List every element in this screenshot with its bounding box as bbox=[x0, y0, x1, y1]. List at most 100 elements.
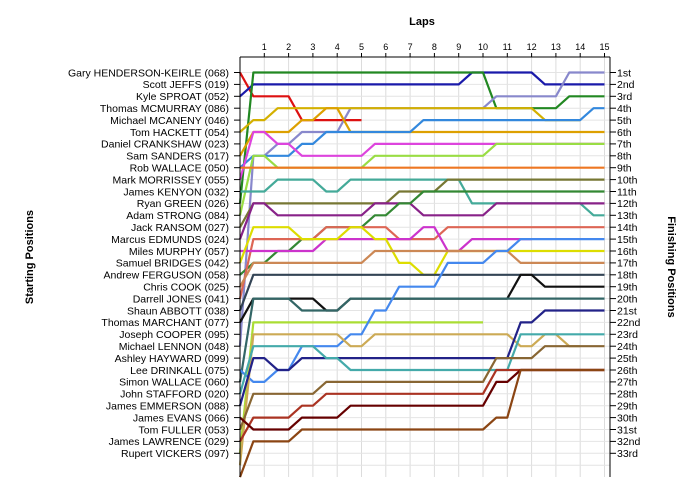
x-tick-label: 13 bbox=[551, 42, 561, 52]
starting-position-label: Darrell JONES (041) bbox=[133, 293, 229, 305]
starting-position-label: Michael MCANENY (046) bbox=[110, 115, 229, 127]
starting-position-label: Scott JEFFS (019) bbox=[143, 79, 229, 91]
starting-position-label: Andrew FERGUSON (058) bbox=[104, 270, 229, 282]
series-line bbox=[238, 368, 605, 478]
x-tick-label: 8 bbox=[432, 42, 437, 52]
series-line bbox=[238, 297, 605, 383]
finishing-position-label: 12th bbox=[617, 198, 638, 210]
starting-position-label: Mark MORRISSEY (055) bbox=[113, 174, 230, 186]
starting-position-label: Rupert VICKERS (097) bbox=[121, 448, 229, 460]
x-tick-label: 10 bbox=[478, 42, 488, 52]
x-tick-label: 3 bbox=[310, 42, 315, 52]
x-axis-title: Laps bbox=[409, 16, 435, 28]
starting-position-label: Michael LENNON (048) bbox=[119, 341, 229, 353]
finishing-position-label: 18th bbox=[617, 270, 638, 282]
series-layer bbox=[238, 71, 605, 478]
finishing-position-label: 8th bbox=[617, 151, 632, 163]
starting-position-label: Joseph COOPER (095) bbox=[119, 329, 229, 341]
finishing-position-label: 30th bbox=[617, 412, 638, 424]
finishing-position-label: 23rd bbox=[617, 329, 638, 341]
starting-position-label: Thomas MCMURRAY (086) bbox=[100, 103, 229, 115]
left-axis-title: Starting Positions bbox=[24, 210, 36, 304]
starting-position-label: Shaun ABBOTT (038) bbox=[127, 305, 229, 317]
starting-position-label: Ashley HAYWARD (099) bbox=[115, 353, 229, 365]
finishing-position-label: 22nd bbox=[617, 317, 641, 329]
starting-position-labels: Gary HENDERSON-KEIRLE (068)Scott JEFFS (… bbox=[68, 67, 240, 460]
starting-position-label: Simon WALLACE (060) bbox=[119, 377, 229, 389]
finishing-position-label: 32nd bbox=[617, 436, 641, 448]
finishing-position-label: 31st bbox=[617, 424, 637, 436]
finishing-position-label: 16th bbox=[617, 246, 638, 258]
series-line bbox=[238, 71, 605, 204]
x-tick-label: 14 bbox=[575, 42, 585, 52]
starting-position-label: Chris COOK (025) bbox=[143, 282, 229, 294]
starting-position-label: Thomas MARCHANT (077) bbox=[101, 317, 229, 329]
right-axis-title: Finishing Positions bbox=[665, 216, 677, 317]
series-line bbox=[238, 321, 483, 454]
starting-position-label: Miles MURPHY (057) bbox=[129, 246, 229, 258]
x-tick-label: 7 bbox=[408, 42, 413, 52]
starting-position-label: James EVANS (066) bbox=[133, 412, 229, 424]
x-tick-label: 6 bbox=[383, 42, 388, 52]
series-line bbox=[238, 333, 605, 395]
x-tick-label: 9 bbox=[456, 42, 461, 52]
finishing-position-label: 33rd bbox=[617, 448, 638, 460]
starting-position-label: Kyle SPROAT (052) bbox=[136, 91, 229, 103]
series-line bbox=[238, 309, 605, 406]
finishing-position-label: 13th bbox=[617, 210, 638, 222]
starting-position-label: Rob WALLACE (050) bbox=[130, 163, 229, 175]
series-line bbox=[239, 107, 605, 169]
finishing-position-label: 4th bbox=[617, 103, 632, 115]
x-tick-label: 2 bbox=[286, 42, 291, 52]
starting-position-label: Marcus EDMUNDS (024) bbox=[111, 234, 229, 246]
series-line bbox=[238, 345, 605, 430]
x-tick-label: 5 bbox=[359, 42, 364, 52]
series-line bbox=[238, 202, 605, 240]
starting-position-label: James KENYON (032) bbox=[123, 186, 229, 198]
finishing-position-label: 20th bbox=[617, 293, 638, 305]
finishing-position-label: 27th bbox=[617, 377, 638, 389]
finishing-position-label: 3rd bbox=[617, 91, 632, 103]
x-tick-label: 1 bbox=[262, 42, 267, 52]
starting-position-label: Gary HENDERSON-KEIRLE (068) bbox=[68, 67, 229, 79]
finishing-position-label: 17th bbox=[617, 258, 638, 270]
finishing-position-label: 2nd bbox=[617, 79, 635, 91]
starting-position-label: John STAFFORD (020) bbox=[120, 389, 229, 401]
starting-position-label: Daniel CRANKSHAW (023) bbox=[101, 139, 229, 151]
starting-position-label: Tom HACKETT (054) bbox=[130, 127, 229, 139]
finishing-position-label: 19th bbox=[617, 282, 638, 294]
starting-position-label: Ryan GREEN (026) bbox=[137, 198, 229, 210]
series-line bbox=[238, 273, 605, 311]
x-tick-label: 4 bbox=[335, 42, 340, 52]
series-line bbox=[239, 107, 581, 133]
starting-position-label: Lee DRINKALL (075) bbox=[130, 365, 229, 377]
starting-position-label: Samuel BRIDGES (042) bbox=[116, 258, 229, 270]
x-tick-label: 15 bbox=[599, 42, 609, 52]
starting-position-label: Sam SANDERS (017) bbox=[126, 151, 229, 163]
finishing-position-label: 25th bbox=[617, 353, 638, 365]
finishing-position-label: 5th bbox=[617, 115, 632, 127]
series-line bbox=[239, 71, 605, 98]
finishing-position-label: 24th bbox=[617, 341, 638, 353]
starting-position-label: James LAWRENCE (029) bbox=[109, 436, 229, 448]
finishing-position-label: 15th bbox=[617, 234, 638, 246]
finishing-position-label: 26th bbox=[617, 365, 638, 377]
top-axis: 1 2 3 4 5 6 7 8 9 10 11 12 13 14 15 bbox=[262, 42, 610, 57]
finishing-position-label: 7th bbox=[617, 139, 632, 151]
finishing-position-label: 21st bbox=[617, 305, 637, 317]
finishing-position-label: 29th bbox=[617, 401, 638, 413]
starting-position-label: Tom FULLER (053) bbox=[139, 424, 229, 436]
finishing-position-label: 1st bbox=[617, 67, 631, 79]
finishing-position-label: 14th bbox=[617, 222, 638, 234]
finishing-position-label: 9th bbox=[617, 163, 632, 175]
series-line bbox=[238, 333, 581, 466]
finishing-position-label: 10th bbox=[617, 174, 638, 186]
starting-position-label: Adam STRONG (084) bbox=[126, 210, 229, 222]
series-line bbox=[239, 249, 605, 288]
x-tick-label: 12 bbox=[527, 42, 537, 52]
starting-position-label: Jack RANSOM (027) bbox=[131, 222, 229, 234]
x-tick-label: 11 bbox=[503, 42, 512, 52]
finishing-position-labels: 1st2nd3rd4th5th6th7th8th9th10th11th12th1… bbox=[610, 67, 641, 460]
